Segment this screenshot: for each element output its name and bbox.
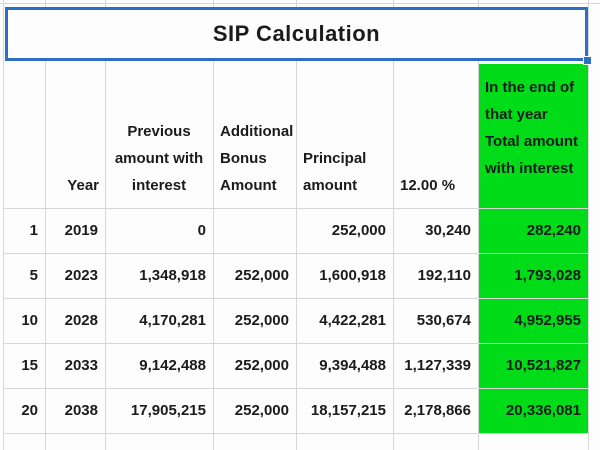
header-cell-interest-rate[interactable]: 12.00 %: [400, 177, 456, 194]
selection-fill-handle[interactable]: [583, 56, 592, 65]
table-cell[interactable]: 9,142,488: [139, 356, 206, 374]
table-cell[interactable]: 252,000: [331, 221, 386, 239]
sheet-title: SIP Calculation: [212, 21, 381, 46]
table-cell[interactable]: 2038: [64, 401, 98, 419]
gridline-v: [393, 0, 394, 450]
table-cell[interactable]: 1: [29, 221, 38, 239]
header-cell-total-amount[interactable]: In the end of that year Total amount wit…: [485, 79, 579, 177]
gridline-h: [3, 208, 588, 209]
table-cell[interactable]: 252,000: [234, 356, 289, 374]
table-cell-total[interactable]: 1,793,028: [514, 266, 581, 284]
gridline-v: [296, 0, 297, 450]
header-cell-bonus-amount[interactable]: Additional Bonus Amount: [220, 123, 294, 194]
table-cell[interactable]: 9,394,488: [319, 356, 386, 374]
table-cell[interactable]: 192,110: [417, 266, 471, 284]
table-cell[interactable]: 15: [21, 356, 38, 374]
header-cell-year[interactable]: Year: [67, 177, 99, 194]
table-cell-total[interactable]: 20,336,081: [505, 401, 581, 419]
table-cell-total[interactable]: 10,521,827: [505, 356, 581, 374]
header-cell-previous-amount[interactable]: Previous amount with interest: [114, 123, 204, 194]
gridline-v: [588, 0, 589, 450]
table-cell[interactable]: 20: [21, 401, 38, 419]
table-cell[interactable]: 2028: [64, 311, 98, 329]
gridline-h: [3, 388, 588, 389]
table-cell[interactable]: 10: [21, 311, 38, 329]
table-cell[interactable]: 2,178,866: [404, 401, 471, 419]
gridline-h: [3, 298, 588, 299]
table-cell-total[interactable]: 282,240: [526, 221, 581, 239]
table-cell[interactable]: 17,905,215: [130, 401, 206, 419]
gridline-v: [213, 0, 214, 450]
gridline-h: [3, 343, 588, 344]
table-cell[interactable]: 1,348,918: [139, 266, 206, 284]
table-cell[interactable]: 18,157,215: [310, 401, 386, 419]
table-cell[interactable]: 0: [197, 221, 206, 239]
table-cell[interactable]: 252,000: [234, 311, 289, 329]
gridline-h: [0, 3, 600, 4]
table-cell[interactable]: 2019: [64, 221, 98, 239]
table-cell[interactable]: 2033: [64, 356, 98, 374]
table-cell[interactable]: 1,127,339: [404, 356, 471, 374]
gridline-v: [45, 0, 46, 450]
table-cell[interactable]: [213, 208, 296, 253]
total-column-highlight: [479, 64, 588, 433]
table-cell-total[interactable]: 4,952,955: [514, 311, 581, 329]
table-cell[interactable]: 30,240: [425, 221, 471, 239]
table-cell[interactable]: 252,000: [234, 266, 289, 284]
header-cell-principal-amount[interactable]: Principal amount: [303, 150, 367, 194]
gridline-h: [3, 433, 588, 434]
gridline-v: [478, 0, 479, 450]
table-cell[interactable]: 5: [29, 266, 38, 284]
gridline-h: [3, 253, 588, 254]
gridline-v: [105, 0, 106, 450]
table-cell[interactable]: 4,422,281: [319, 311, 386, 329]
table-cell[interactable]: 2023: [64, 266, 98, 284]
table-cell[interactable]: 1,600,918: [319, 266, 386, 284]
table-cell[interactable]: 252,000: [234, 401, 289, 419]
table-cell[interactable]: 4,170,281: [139, 311, 206, 329]
title-merged-cell[interactable]: SIP Calculation: [5, 7, 588, 61]
table-cell[interactable]: 530,674: [416, 311, 471, 329]
gridline-v: [3, 0, 4, 450]
